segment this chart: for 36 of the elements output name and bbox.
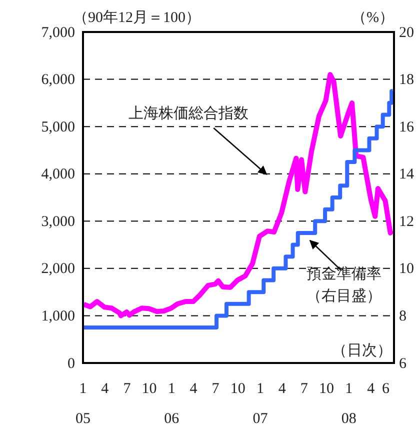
y2-tick-label: 8	[399, 308, 406, 325]
y2-tick-label: 14	[399, 166, 414, 183]
x-tick-label: 4	[190, 381, 198, 397]
y2-axis-title: （%）	[352, 10, 394, 26]
y-axis-title: （90年12月＝100）	[73, 9, 200, 26]
x-tick-label: 10	[230, 381, 246, 397]
annotation: 上海株価総合指数	[128, 105, 249, 122]
x-tick-label: 1 07	[252, 381, 268, 425]
y2-tick-label: 10	[399, 261, 414, 278]
x-tick-label: 1 08	[341, 381, 356, 425]
y-tick-label: 4,000	[41, 166, 75, 183]
x-tick-label: 6	[382, 381, 390, 397]
y-tick-label: 2,000	[41, 261, 75, 278]
x-tick-label: 7	[212, 381, 220, 397]
x-tick-label: 4	[101, 381, 110, 397]
x-tick-label: 1 06	[164, 381, 180, 425]
annotation: （日次）	[332, 343, 392, 359]
y-tick-label: 5,000	[41, 119, 75, 136]
x-tick-label: 10	[142, 381, 157, 397]
y-tick-label: 6,000	[41, 72, 75, 88]
annotation: 預金準備率（右目盛）	[306, 266, 382, 305]
x-tick-label: 10	[319, 381, 334, 397]
y2-tick-label: 6	[399, 356, 407, 372]
x-tick-label: 4	[367, 381, 376, 397]
x-tick-label: 4	[278, 381, 286, 397]
x-tick-label: 7	[300, 381, 308, 397]
x-tick-label: 7	[123, 381, 132, 397]
y-tick-label: 7,000	[41, 24, 75, 41]
y-tick-label: 1,000	[41, 308, 75, 325]
y2-tick-label: 18	[399, 72, 414, 88]
y-tick-label: 3,000	[41, 214, 75, 230]
x-tick-label: 1 05	[76, 381, 90, 425]
y2-tick-label: 16	[399, 119, 414, 136]
y2-tick-label: 20	[399, 24, 414, 41]
y-tick-label: 0	[68, 356, 75, 372]
y2-tick-label: 12	[399, 214, 414, 230]
